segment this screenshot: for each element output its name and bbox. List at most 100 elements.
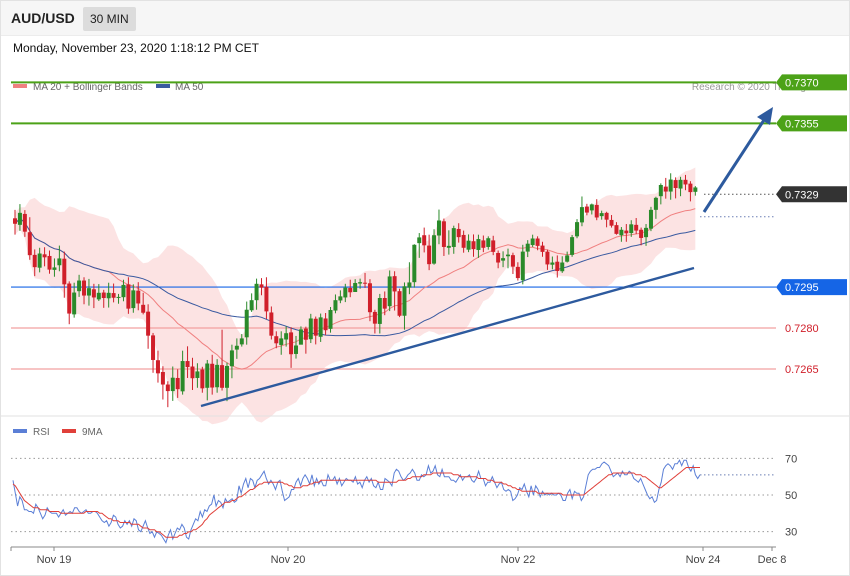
candle [239, 334, 244, 347]
target-arrow-head [757, 107, 773, 125]
candle-body [323, 318, 328, 331]
candle-body [658, 185, 663, 197]
candle-body [515, 266, 520, 279]
chart-header: AUD/USD 30 MIN [1, 1, 849, 36]
candle [377, 293, 382, 334]
candle [367, 279, 372, 322]
candle-body [151, 335, 156, 360]
candle [146, 304, 151, 349]
candle-body [540, 245, 545, 252]
candle-body [121, 284, 126, 298]
candle-body [377, 298, 382, 324]
candle [466, 234, 471, 253]
candle [441, 218, 446, 256]
candle-body [624, 230, 629, 234]
candle-body [308, 318, 313, 340]
candle [520, 244, 525, 285]
candle [210, 354, 215, 395]
candle [501, 251, 506, 268]
candle-body [175, 377, 180, 390]
candle [629, 220, 634, 237]
candle [658, 183, 663, 205]
candle [32, 249, 37, 277]
candle-body [274, 336, 279, 344]
candle [52, 258, 57, 277]
rsi-ma-legend-label: 9MA [82, 427, 103, 438]
candle [594, 199, 599, 221]
candle-body [229, 350, 234, 367]
candle [313, 316, 318, 345]
rsi-tick-label: 70 [785, 453, 797, 465]
candle [461, 230, 466, 253]
candle [57, 245, 62, 272]
candle [136, 282, 141, 311]
timeframe-button[interactable]: 30 MIN [83, 7, 136, 31]
candle [560, 256, 565, 273]
candle-body [338, 296, 343, 301]
candle-body [215, 364, 220, 388]
candle-body [673, 180, 678, 189]
candle [165, 381, 170, 408]
candle-body [644, 227, 649, 238]
candle-body [397, 291, 402, 316]
candle-body [205, 363, 210, 388]
candle-body [136, 290, 141, 304]
ma20-legend-label: MA 20 + Bollinger Bands [33, 82, 143, 93]
level-tag-0-7355-bg [776, 115, 847, 132]
candle-body [496, 252, 501, 263]
candle [530, 234, 535, 247]
candle-body [210, 363, 215, 388]
candle-body [486, 238, 491, 247]
level-tag-0-7355: 0.7355 [785, 118, 819, 130]
candle-body [510, 255, 515, 267]
candle [412, 244, 417, 288]
candle [476, 234, 481, 258]
candle-body [599, 213, 604, 217]
candle-body [629, 224, 634, 234]
candle [555, 255, 560, 278]
candle-body [407, 282, 412, 288]
candle-body [683, 179, 688, 185]
candle-body [32, 254, 37, 268]
candle-body [116, 296, 121, 298]
candle [338, 290, 343, 304]
candle-body [550, 262, 555, 265]
candle-body [254, 283, 259, 301]
candle-body [387, 276, 392, 307]
candle [289, 327, 294, 368]
candle-body [234, 345, 239, 350]
level-tag-0-7295-bg [776, 279, 847, 296]
candle [432, 229, 437, 265]
candle-body [244, 309, 249, 338]
candle-body [579, 207, 584, 223]
candle-body [471, 241, 476, 250]
candle-body [653, 197, 658, 210]
candle [151, 332, 156, 373]
candle-body [584, 206, 589, 213]
candle-body [96, 292, 101, 300]
candle [363, 272, 368, 288]
candle [318, 313, 323, 342]
candle [37, 247, 42, 273]
level-tag-0-7280: 0.7280 [785, 323, 819, 335]
candle [274, 331, 279, 349]
candle [446, 230, 451, 255]
rsi-tick-label: 50 [785, 490, 797, 502]
candle-body [328, 310, 333, 329]
candle [486, 236, 491, 250]
candle [298, 326, 303, 345]
credit-text: Research © 2020 Trading Central [692, 82, 841, 93]
candle-body [264, 286, 269, 312]
x-tick-label: Nov 24 [686, 554, 721, 566]
candle-body [663, 186, 668, 192]
candle [323, 313, 328, 336]
candle [639, 227, 644, 246]
candle [244, 301, 249, 345]
candle-body [284, 333, 289, 340]
candle-body [461, 234, 466, 248]
candle-body [545, 251, 550, 265]
candle [254, 278, 259, 310]
rsi-lines-layer [12, 459, 776, 544]
candle [584, 203, 589, 216]
candle [387, 270, 392, 312]
